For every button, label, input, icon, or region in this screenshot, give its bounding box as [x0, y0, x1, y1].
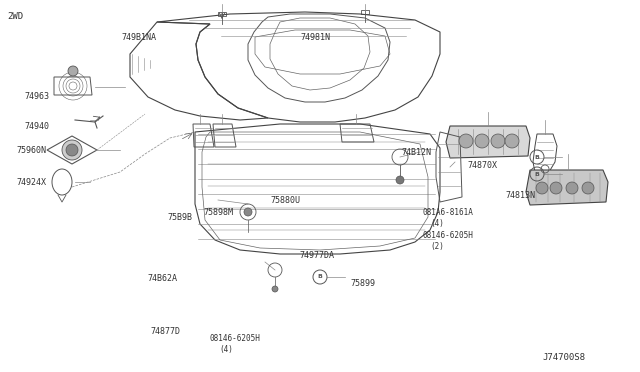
Text: 74870X: 74870X [467, 161, 497, 170]
Text: 74B62A: 74B62A [147, 274, 177, 283]
Circle shape [272, 286, 278, 292]
Polygon shape [446, 126, 530, 158]
Text: 08146-6205H: 08146-6205H [210, 334, 260, 343]
Circle shape [582, 182, 594, 194]
Text: 74877D: 74877D [150, 327, 180, 336]
Text: B: B [534, 171, 540, 176]
Circle shape [62, 140, 82, 160]
Text: 749B1NA: 749B1NA [122, 33, 157, 42]
Text: B: B [534, 154, 540, 160]
Text: J74700S8: J74700S8 [543, 353, 586, 362]
Text: 75898M: 75898M [204, 208, 234, 217]
Text: 74963: 74963 [24, 92, 49, 101]
Circle shape [505, 134, 519, 148]
Circle shape [566, 182, 578, 194]
Text: (4): (4) [219, 345, 233, 354]
Text: (4): (4) [430, 219, 444, 228]
Text: 75880U: 75880U [270, 196, 300, 205]
Text: 74924X: 74924X [16, 178, 46, 187]
Text: 74813N: 74813N [506, 191, 536, 200]
Circle shape [475, 134, 489, 148]
Polygon shape [526, 170, 608, 205]
Text: 081A6-8161A: 081A6-8161A [422, 208, 473, 217]
Text: 2WD: 2WD [8, 12, 24, 21]
Text: 74981N: 74981N [301, 33, 331, 42]
Circle shape [536, 182, 548, 194]
Circle shape [396, 176, 404, 184]
Circle shape [491, 134, 505, 148]
Text: 74B12N: 74B12N [402, 148, 432, 157]
Text: (2): (2) [430, 242, 444, 251]
Text: 75899: 75899 [351, 279, 376, 288]
Text: B: B [317, 275, 323, 279]
Circle shape [68, 66, 78, 76]
Circle shape [459, 134, 473, 148]
Text: 75960N: 75960N [16, 146, 46, 155]
Text: 74977DA: 74977DA [300, 251, 335, 260]
Text: 74940: 74940 [24, 122, 49, 131]
Circle shape [66, 144, 78, 156]
Circle shape [550, 182, 562, 194]
Text: 75B9B: 75B9B [168, 213, 193, 222]
Circle shape [244, 208, 252, 216]
Text: 08146-6205H: 08146-6205H [422, 231, 473, 240]
